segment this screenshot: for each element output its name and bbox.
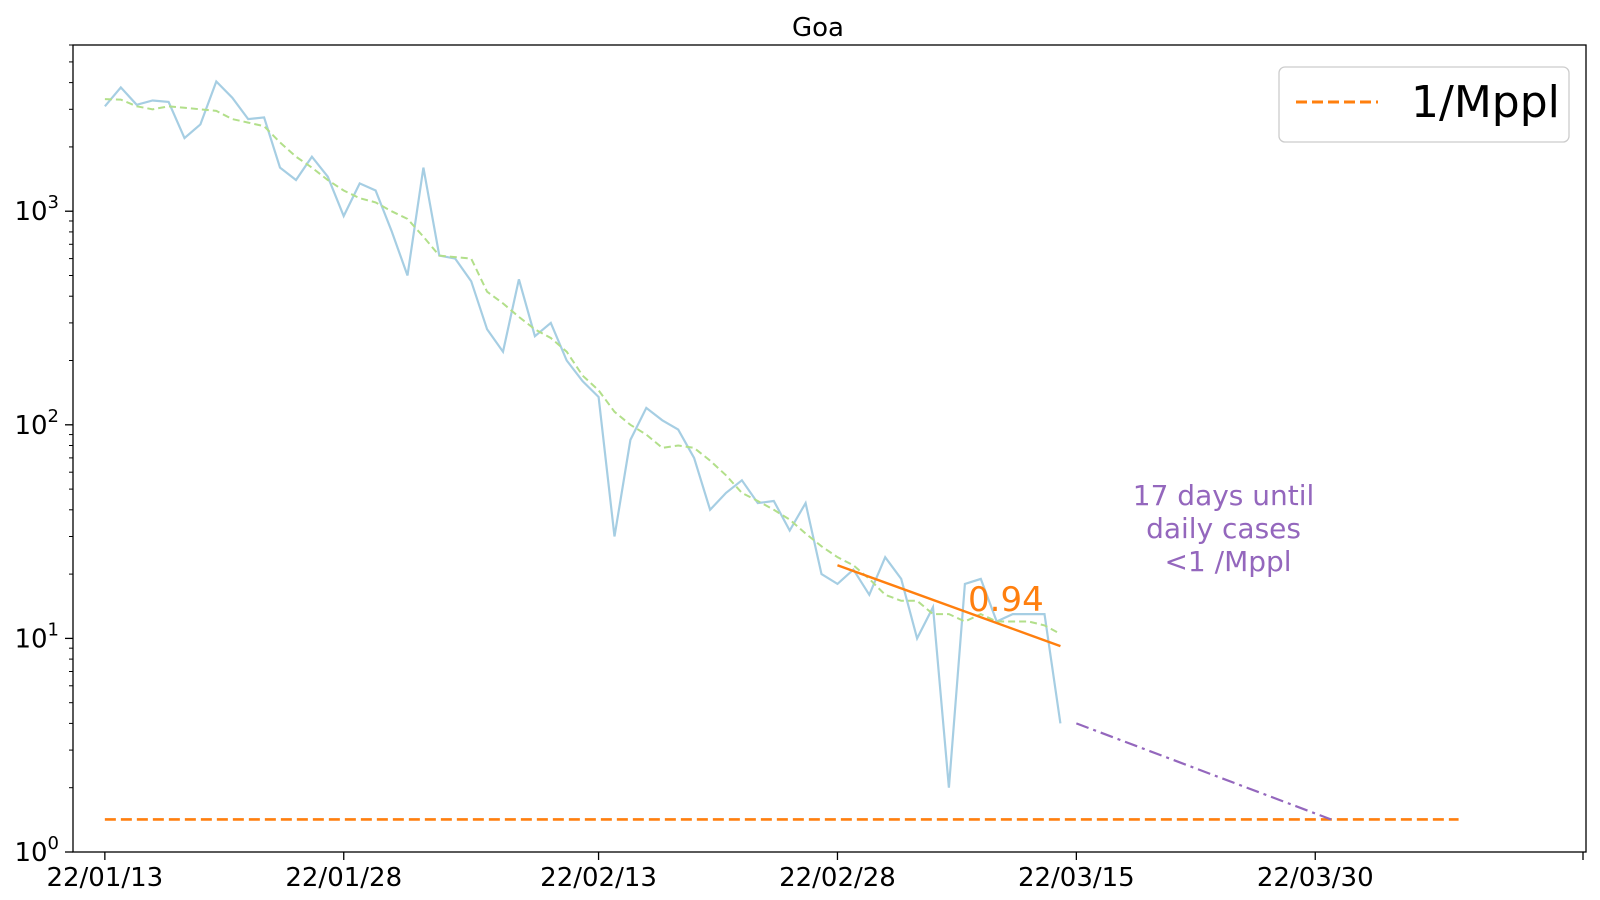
y-minor-ticks: [69, 44, 73, 789]
legend: 1/Mppl: [1278, 66, 1570, 143]
trend-line: [837, 564, 1061, 648]
x-tick-label: 22/02/13: [540, 863, 657, 893]
x-tick-label: 22/03/30: [1257, 863, 1374, 893]
series-average-line: [104, 98, 1061, 635]
chart-title: Goa: [792, 13, 844, 43]
x-axis: 22/01/13 22/01/28 22/02/13 22/02/28 22/03/15…: [46, 852, 1584, 893]
y-tick-label: 100: [14, 833, 59, 868]
trend-slope-label: 0.94: [968, 580, 1044, 620]
y-tick-label: 101: [14, 619, 59, 654]
y-tick-label: 103: [14, 192, 59, 227]
series-layer: [104, 79, 1459, 821]
x-tick-label: 22/02/28: [779, 863, 896, 893]
annotation-line-1: 17 days until: [1133, 479, 1315, 512]
plot-frame: [72, 44, 1587, 853]
projection-line: [1075, 722, 1332, 821]
projection-annotation: 17 days until daily cases <1 /Mppl: [1133, 479, 1323, 578]
annotation-line-2: daily cases: [1146, 512, 1301, 545]
x-tick-label: 22/03/15: [1018, 863, 1135, 893]
series-daily-line: [104, 79, 1062, 788]
y-tick-label: 102: [14, 406, 59, 441]
y-axis: 100 101 102 103: [14, 192, 73, 868]
annotation-line-3: <1 /Mppl: [1164, 545, 1291, 578]
x-tick-label: 22/01/28: [285, 863, 402, 893]
x-tick-label: 22/01/13: [46, 863, 163, 893]
legend-box: [1278, 66, 1570, 143]
legend-label-threshold: 1/Mppl: [1411, 77, 1560, 128]
